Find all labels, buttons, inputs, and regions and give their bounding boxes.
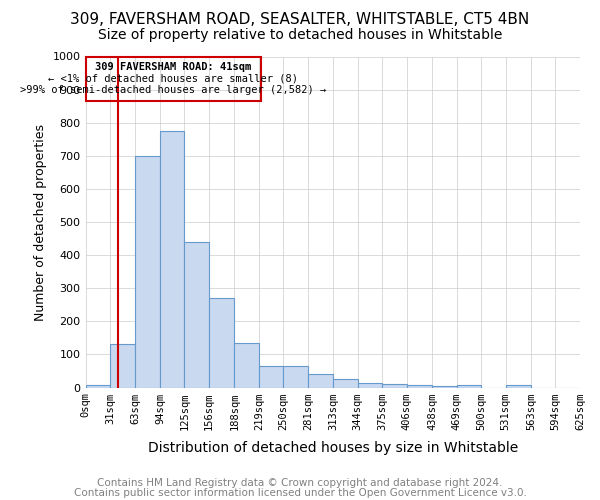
Bar bbox=[333, 380, 358, 388]
Text: Size of property relative to detached houses in Whitstable: Size of property relative to detached ho… bbox=[98, 28, 502, 42]
Bar bbox=[358, 382, 382, 388]
Bar bbox=[506, 385, 531, 388]
Bar bbox=[110, 344, 136, 388]
Text: ← <1% of detached houses are smaller (8): ← <1% of detached houses are smaller (8) bbox=[49, 73, 298, 83]
Bar bbox=[209, 298, 234, 388]
Bar bbox=[407, 385, 432, 388]
Bar bbox=[136, 156, 160, 388]
Text: Contains HM Land Registry data © Crown copyright and database right 2024.: Contains HM Land Registry data © Crown c… bbox=[97, 478, 503, 488]
Bar bbox=[160, 131, 184, 388]
X-axis label: Distribution of detached houses by size in Whitstable: Distribution of detached houses by size … bbox=[148, 441, 518, 455]
Bar bbox=[283, 366, 308, 388]
Bar bbox=[234, 343, 259, 388]
Bar bbox=[86, 56, 261, 101]
Bar bbox=[259, 366, 283, 388]
Text: 309, FAVERSHAM ROAD, SEASALTER, WHITSTABLE, CT5 4BN: 309, FAVERSHAM ROAD, SEASALTER, WHITSTAB… bbox=[70, 12, 530, 28]
Bar bbox=[457, 385, 481, 388]
Text: >99% of semi-detached houses are larger (2,582) →: >99% of semi-detached houses are larger … bbox=[20, 84, 326, 94]
Text: 309 FAVERSHAM ROAD: 41sqm: 309 FAVERSHAM ROAD: 41sqm bbox=[95, 62, 251, 72]
Bar bbox=[86, 385, 110, 388]
Bar bbox=[308, 374, 333, 388]
Bar bbox=[184, 242, 209, 388]
Y-axis label: Number of detached properties: Number of detached properties bbox=[34, 124, 47, 320]
Text: Contains public sector information licensed under the Open Government Licence v3: Contains public sector information licen… bbox=[74, 488, 526, 498]
Bar bbox=[432, 386, 457, 388]
Bar bbox=[382, 384, 407, 388]
